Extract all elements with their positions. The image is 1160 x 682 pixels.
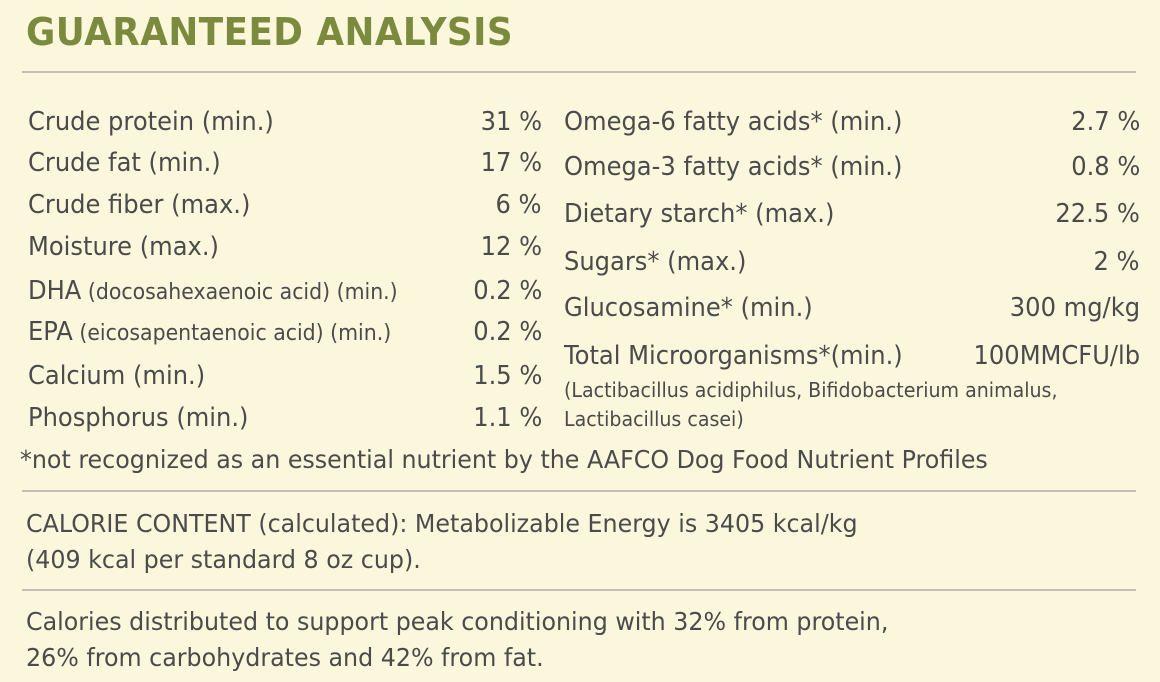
row-value: 2.7 % (1070, 107, 1140, 137)
analysis-row-phosphorus: Phosphorus (min.) 1.1 % (28, 398, 542, 438)
analysis-row-glucosamine: Glucosamine* (min.) 300 mg/kg (564, 288, 1140, 328)
row-value: 6 % (495, 190, 542, 220)
row-value: 1.5 % (472, 361, 542, 391)
row-label: Crude protein (min.) (28, 107, 274, 137)
row-value: 1.1 % (472, 403, 542, 433)
row-label: Crude fat (min.) (28, 148, 221, 178)
row-value: 17 % (480, 148, 542, 178)
nutrient-abbr: DHA (28, 276, 82, 306)
distribution-line-2: 26% from carbohydrates and 42% from fat. (26, 643, 544, 672)
left-column: Crude protein (min.) 31 % Crude fat (min… (28, 102, 542, 438)
analysis-row-dietary-starch: Dietary starch* (max.) 22.5 % (564, 194, 1140, 234)
distribution-line-1: Calories distributed to support peak con… (26, 607, 889, 636)
row-value: 12 % (480, 232, 542, 262)
row-label: Dietary starch* (max.) (564, 199, 835, 229)
species-line-2: Lactibacillus casei) (564, 407, 744, 431)
title-divider (22, 71, 1136, 73)
row-value: 0.2 % (472, 317, 542, 347)
calorie-content: CALORIE CONTENT (calculated): Metaboliza… (26, 506, 858, 578)
row-value: 31 % (480, 107, 542, 137)
row-value: 0.2 % (472, 276, 542, 306)
calorie-distribution: Calories distributed to support peak con… (26, 604, 888, 676)
row-label: Sugars* (max.) (564, 247, 747, 277)
analysis-row-total-microorganisms: Total Microorganisms*(min.) 100MMCFU/lb (564, 336, 1140, 376)
page-title: GUARANTEED ANALYSIS (26, 10, 514, 54)
row-label: Moisture (max.) (28, 232, 219, 262)
row-value: 2 % (1093, 247, 1140, 277)
nutrient-qualifier: (min.) (323, 321, 392, 346)
calorie-divider (22, 589, 1136, 591)
calorie-line-1: CALORIE CONTENT (calculated): Metaboliza… (26, 509, 858, 538)
nutrient-full-name: (docosahexaenoic acid) (81, 280, 331, 305)
row-label: DHA (docosahexaenoic acid) (min.) (28, 271, 398, 313)
analysis-row-dha: DHA (docosahexaenoic acid) (min.) 0.2 % (28, 271, 542, 311)
species-line-1: (Lactibacillus acidiphilus, Bifidobacter… (564, 378, 1058, 402)
row-label: Phosphorus (min.) (28, 403, 249, 433)
row-label: Glucosamine* (min.) (564, 293, 813, 323)
row-label: Calcium (min.) (28, 361, 206, 391)
nutrient-abbr: EPA (28, 317, 73, 347)
row-label: EPA (eicosapentaenoic acid) (min.) (28, 312, 391, 354)
row-label: Crude fiber (max.) (28, 190, 251, 220)
row-label: Total Microorganisms*(min.) (564, 341, 903, 371)
row-label: Omega-3 fatty acids* (min.) (564, 152, 903, 182)
footnote-divider (22, 490, 1136, 492)
analysis-row-calcium: Calcium (min.) 1.5 % (28, 356, 542, 396)
analysis-row-sugars: Sugars* (max.) 2 % (564, 242, 1140, 282)
row-value: 100MMCFU/lb (973, 341, 1140, 371)
row-value: 300 mg/kg (1009, 293, 1140, 323)
nutrient-full-name: (eicosapentaenoic acid) (72, 321, 324, 346)
analysis-row-omega-6: Omega-6 fatty acids* (min.) 2.7 % (564, 102, 1140, 142)
analysis-row-crude-fat: Crude fat (min.) 17 % (28, 143, 542, 183)
microorganism-species: (Lactibacillus acidiphilus, Bifidobacter… (564, 376, 1057, 434)
analysis-row-crude-fiber: Crude fiber (max.) 6 % (28, 185, 542, 225)
row-value: 0.8 % (1070, 152, 1140, 182)
right-column: Omega-6 fatty acids* (min.) 2.7 % Omega-… (564, 102, 1140, 442)
row-label: Omega-6 fatty acids* (min.) (564, 107, 903, 137)
analysis-row-crude-protein: Crude protein (min.) 31 % (28, 102, 542, 142)
calorie-line-2: (409 kcal per standard 8 oz cup). (26, 545, 421, 574)
nutrient-qualifier: (min.) (330, 280, 398, 305)
aafco-footnote: *not recognized as an essential nutrient… (20, 445, 988, 474)
row-value: 22.5 % (1055, 199, 1140, 229)
analysis-row-epa: EPA (eicosapentaenoic acid) (min.) 0.2 % (28, 312, 542, 352)
analysis-row-moisture: Moisture (max.) 12 % (28, 227, 542, 267)
analysis-row-omega-3: Omega-3 fatty acids* (min.) 0.8 % (564, 147, 1140, 187)
